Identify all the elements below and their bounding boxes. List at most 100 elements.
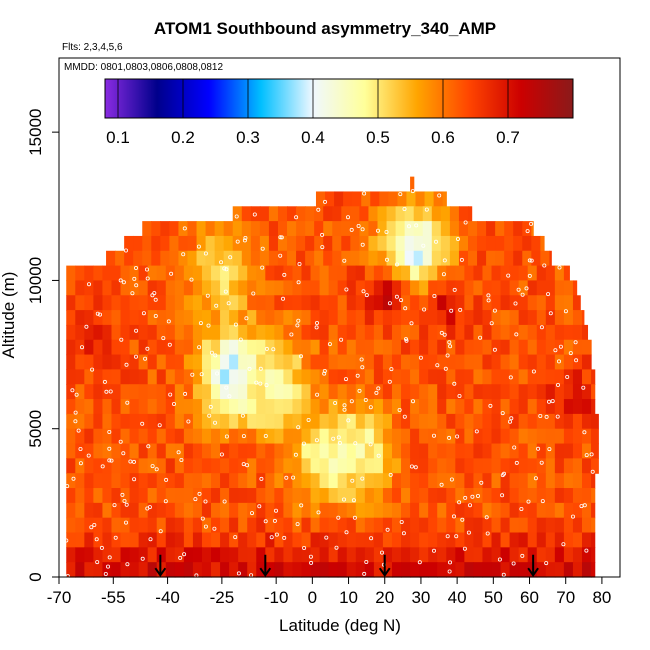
heatmap-cell bbox=[292, 443, 303, 459]
heatmap-cell bbox=[428, 324, 438, 341]
heatmap-cell bbox=[238, 413, 248, 430]
sample-point bbox=[409, 321, 414, 326]
heatmap-cell bbox=[111, 265, 122, 282]
heatmap-cell bbox=[156, 339, 167, 356]
heatmap-cell bbox=[391, 399, 402, 415]
sample-point bbox=[360, 227, 365, 232]
heatmap-cell bbox=[238, 399, 248, 415]
heatmap-cell bbox=[238, 265, 248, 282]
heatmap-cell bbox=[419, 265, 429, 282]
heatmap-cell bbox=[513, 250, 523, 267]
heatmap-cell bbox=[401, 265, 411, 282]
heatmap-cell bbox=[247, 413, 257, 430]
heatmap-cell bbox=[500, 502, 511, 519]
sample-point bbox=[306, 417, 311, 422]
heatmap-cell bbox=[509, 399, 520, 415]
sample-point bbox=[579, 504, 584, 509]
heatmap-cell bbox=[138, 324, 149, 341]
sample-point bbox=[64, 538, 69, 543]
heatmap-cell bbox=[138, 339, 149, 356]
sample-point bbox=[342, 403, 347, 408]
heatmap-cell bbox=[301, 265, 312, 282]
heatmap-cell bbox=[93, 324, 104, 341]
heatmap-cell bbox=[165, 354, 176, 370]
heatmap-cell bbox=[102, 517, 113, 534]
heatmap-cell bbox=[563, 562, 574, 578]
heatmap-cell bbox=[337, 547, 348, 563]
heatmap-cell bbox=[563, 488, 574, 504]
heatmap-cell bbox=[169, 221, 180, 237]
sample-point bbox=[241, 434, 246, 439]
sample-point bbox=[242, 238, 247, 243]
heatmap-cell bbox=[509, 562, 520, 578]
heatmap-cell bbox=[220, 443, 230, 459]
heatmap-cell bbox=[220, 517, 230, 534]
heatmap-cell bbox=[247, 324, 257, 341]
x-tick-label: 80 bbox=[592, 588, 611, 607]
heatmap-cell bbox=[66, 280, 76, 296]
sample-point bbox=[167, 342, 172, 347]
heatmap-cell bbox=[591, 399, 596, 415]
heatmap-cell bbox=[536, 473, 547, 489]
sample-point bbox=[224, 434, 229, 439]
heatmap-cell bbox=[410, 339, 420, 356]
heatmap-cell bbox=[364, 354, 375, 370]
sample-point bbox=[272, 518, 277, 523]
heatmap-cell bbox=[527, 310, 538, 326]
heatmap-cell bbox=[283, 384, 294, 400]
heatmap-cell bbox=[337, 473, 348, 489]
heatmap-cell bbox=[500, 339, 511, 356]
heatmap-cell bbox=[491, 413, 502, 430]
heatmap-cell bbox=[419, 339, 429, 356]
heatmap-cell bbox=[66, 547, 76, 563]
heatmap-cell bbox=[518, 532, 529, 548]
heatmap-cell bbox=[274, 428, 284, 445]
sample-point bbox=[544, 414, 549, 419]
heatmap-cell bbox=[401, 473, 411, 489]
heatmap-cell bbox=[259, 221, 270, 237]
heatmap-cell bbox=[314, 206, 324, 222]
heatmap-cell bbox=[111, 517, 122, 534]
heatmap-cell bbox=[410, 384, 420, 400]
heatmap-cell bbox=[424, 191, 435, 207]
heatmap-cell bbox=[464, 502, 475, 519]
heatmap-cell bbox=[401, 354, 411, 370]
heatmap-cell bbox=[238, 339, 248, 356]
heatmap-cell bbox=[419, 399, 429, 415]
sample-point bbox=[447, 435, 452, 440]
heatmap-cell bbox=[572, 562, 583, 578]
sample-point bbox=[219, 260, 224, 265]
heatmap-cell bbox=[84, 399, 94, 415]
heatmap-cell bbox=[165, 265, 176, 282]
heatmap-cell bbox=[473, 517, 484, 534]
heatmap-cell bbox=[277, 250, 288, 267]
heatmap-cell bbox=[491, 502, 502, 519]
heatmap-cell bbox=[464, 517, 475, 534]
heatmap-cell bbox=[346, 413, 357, 430]
heatmap-cell bbox=[536, 280, 547, 296]
heatmap-cell bbox=[428, 428, 438, 445]
sample-point bbox=[145, 276, 150, 281]
sample-point bbox=[128, 459, 133, 464]
heatmap-cell bbox=[283, 488, 294, 504]
heatmap-cell bbox=[513, 235, 523, 252]
heatmap-cell bbox=[147, 354, 158, 370]
sample-point bbox=[356, 223, 361, 228]
heatmap-cell bbox=[482, 502, 493, 519]
heatmap-cell bbox=[591, 473, 596, 489]
heatmap-cell bbox=[591, 517, 596, 534]
heatmap-cell bbox=[370, 191, 380, 207]
sample-point bbox=[189, 277, 194, 282]
heatmap-cell bbox=[156, 443, 167, 459]
heatmap-cell bbox=[350, 250, 361, 267]
heatmap-cell bbox=[84, 354, 94, 370]
heatmap-cell bbox=[292, 473, 303, 489]
heatmap-cell bbox=[437, 473, 447, 489]
heatmap-cell bbox=[563, 324, 574, 341]
heatmap-cell bbox=[66, 354, 76, 370]
heatmap-cell bbox=[192, 488, 203, 504]
heatmap-cell bbox=[591, 443, 599, 459]
sample-point bbox=[463, 220, 468, 225]
sample-point bbox=[140, 556, 145, 561]
heatmap-cell bbox=[192, 532, 203, 548]
